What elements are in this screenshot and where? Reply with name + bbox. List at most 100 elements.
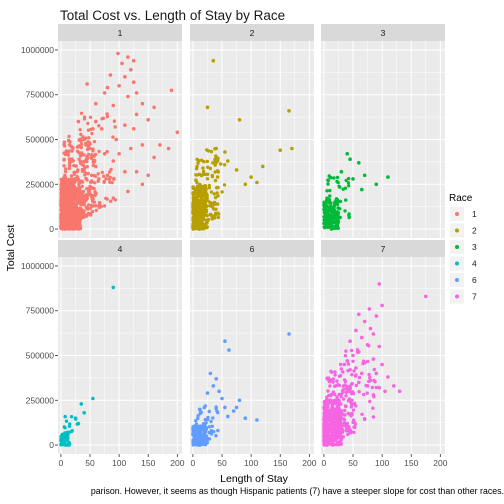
legend-item-3: 3 xyxy=(450,240,477,254)
facet-panel-1: 1 0 250000 500000 750000 1000000 xyxy=(21,24,182,238)
data-point xyxy=(214,405,218,409)
data-point xyxy=(86,171,91,176)
data-point xyxy=(343,186,348,190)
data-point xyxy=(324,201,329,205)
data-point xyxy=(69,159,74,164)
data-point xyxy=(215,191,219,195)
data-point xyxy=(322,215,326,219)
legend-label: 7 xyxy=(472,292,477,302)
x-tick-label: 100 xyxy=(112,458,126,468)
data-point xyxy=(287,332,291,336)
data-point xyxy=(205,177,210,181)
data-point xyxy=(76,119,81,124)
data-point xyxy=(243,416,248,421)
data-point xyxy=(343,379,348,384)
data-point xyxy=(129,67,133,72)
legend-item-1: 1 xyxy=(450,207,477,221)
data-point xyxy=(330,370,334,374)
data-point xyxy=(117,84,121,88)
legend-key-dot xyxy=(455,228,459,233)
data-point xyxy=(213,159,217,163)
data-point xyxy=(76,192,81,196)
x-tick-label: 100 xyxy=(244,458,258,468)
data-point xyxy=(323,212,327,216)
data-point xyxy=(326,178,330,182)
data-point xyxy=(344,198,348,202)
data-point xyxy=(346,411,350,416)
data-point xyxy=(213,216,217,220)
data-point xyxy=(374,182,379,187)
data-point xyxy=(334,408,338,413)
data-point xyxy=(68,422,72,426)
x-tick-label: 50 xyxy=(85,458,95,468)
y-tick-label: 750000 xyxy=(26,306,55,316)
data-point xyxy=(335,413,339,417)
data-point xyxy=(343,354,348,358)
data-point xyxy=(79,154,83,158)
data-point xyxy=(338,199,343,204)
data-point xyxy=(62,437,66,442)
data-point xyxy=(341,370,345,374)
data-point xyxy=(362,173,367,178)
data-point xyxy=(79,402,84,406)
data-point xyxy=(339,421,343,425)
data-point xyxy=(338,418,343,422)
data-point xyxy=(211,58,216,63)
data-point xyxy=(351,353,355,358)
data-point xyxy=(202,405,206,410)
data-point xyxy=(63,167,68,171)
legend-item-6: 6 xyxy=(450,273,477,287)
data-point xyxy=(63,212,67,216)
data-point xyxy=(212,200,217,205)
data-point xyxy=(324,442,329,447)
data-point xyxy=(392,384,396,388)
data-point xyxy=(213,195,218,200)
data-point xyxy=(66,225,70,229)
data-point xyxy=(131,58,136,63)
data-point xyxy=(333,384,337,388)
data-point xyxy=(65,430,70,434)
legend-item-2: 2 xyxy=(450,223,477,238)
data-point xyxy=(123,169,127,174)
data-point xyxy=(211,384,216,388)
data-point xyxy=(227,348,231,352)
data-point xyxy=(87,136,91,140)
y-tick-label: 1000000 xyxy=(21,45,54,55)
data-point xyxy=(346,432,350,437)
data-point xyxy=(344,426,349,430)
data-point xyxy=(89,155,94,160)
data-point xyxy=(107,177,111,181)
data-point xyxy=(84,143,88,147)
data-point xyxy=(88,141,92,145)
data-point xyxy=(59,189,64,193)
data-point xyxy=(90,209,95,214)
data-point xyxy=(333,392,337,397)
data-point xyxy=(204,434,209,438)
x-tick-label: 0 xyxy=(191,458,196,468)
data-point xyxy=(348,157,352,161)
data-point xyxy=(66,153,71,157)
data-point xyxy=(214,434,218,438)
data-point xyxy=(195,428,199,432)
data-point xyxy=(328,216,333,220)
data-point xyxy=(146,118,150,122)
data-point xyxy=(374,314,379,318)
data-point xyxy=(203,172,207,177)
data-point xyxy=(335,379,339,383)
data-point xyxy=(194,200,198,205)
data-point xyxy=(339,392,343,397)
data-point xyxy=(63,185,67,190)
data-point xyxy=(334,401,338,405)
data-point xyxy=(207,186,212,190)
data-point xyxy=(345,421,349,426)
data-point xyxy=(67,164,72,168)
data-point xyxy=(237,118,242,122)
data-point xyxy=(349,348,354,353)
data-point xyxy=(374,385,378,390)
data-point xyxy=(332,205,336,209)
data-point xyxy=(335,179,339,184)
data-point xyxy=(67,149,72,153)
data-point xyxy=(60,226,64,231)
data-point xyxy=(345,152,350,156)
data-point xyxy=(211,416,215,420)
